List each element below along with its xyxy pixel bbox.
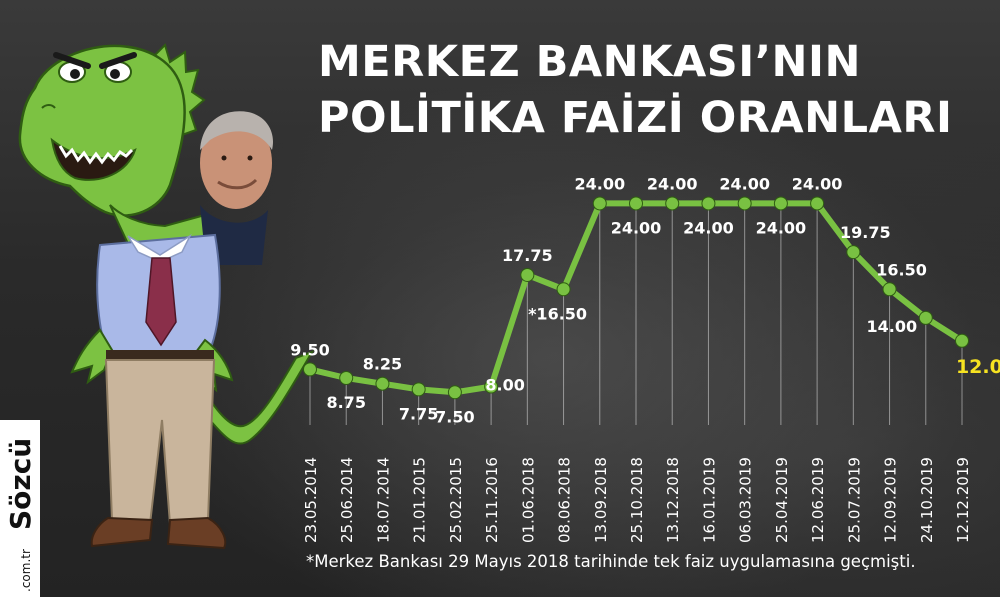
shoe-left xyxy=(90,516,154,548)
tie xyxy=(145,257,177,347)
date-guidelines xyxy=(309,203,963,425)
data-point xyxy=(339,370,354,385)
data-label: 8.75 xyxy=(326,393,365,412)
date-tick-label: 25.11.2016 xyxy=(483,457,501,543)
data-label: 8.25 xyxy=(363,355,402,374)
data-label: 7.75 xyxy=(399,404,438,423)
date-tick-label: 01.06.2018 xyxy=(519,457,537,543)
data-label: 19.75 xyxy=(840,223,891,242)
dino-teeth xyxy=(58,145,134,165)
date-tick-label: 23.05.2014 xyxy=(302,457,320,543)
data-label: 12.00 xyxy=(956,356,1000,378)
date-tick-label: 08.06.2018 xyxy=(556,457,574,543)
data-label: 24.00 xyxy=(647,174,698,193)
title-line-1: MERKEZ BANKASI’NIN xyxy=(318,37,862,87)
date-tick-label: 25.10.2018 xyxy=(628,457,646,543)
dino-tail xyxy=(183,350,315,445)
data-label: 24.00 xyxy=(792,174,843,193)
data-point xyxy=(737,196,752,211)
date-tick-label: 13.12.2018 xyxy=(664,457,682,543)
date-tick-label: 25.06.2014 xyxy=(338,457,356,543)
man-head xyxy=(200,117,272,209)
collar xyxy=(127,233,192,263)
data-point xyxy=(447,385,462,400)
shoe-right xyxy=(166,516,227,550)
date-tick-label: 25.07.2019 xyxy=(845,457,863,543)
date-tick-label: 12.09.2019 xyxy=(882,457,900,543)
date-tick-label: 24.10.2019 xyxy=(918,457,936,543)
data-label: 24.00 xyxy=(683,218,734,237)
sozcu-logo: Sözcü .com.tr xyxy=(0,420,40,597)
data-label: 17.75 xyxy=(502,246,553,265)
title-line-2: POLİTİKA FAİZİ ORANLARI xyxy=(318,93,953,143)
data-point xyxy=(592,196,607,211)
data-label: 7.50 xyxy=(435,407,474,426)
data-point xyxy=(882,282,897,297)
data-label: 8.00 xyxy=(485,376,524,395)
data-point xyxy=(846,245,861,260)
date-tick-label: 06.03.2019 xyxy=(737,457,755,543)
rate-data-labels: 9.50 8.75 8.25 7.757.50 8.00 17.75 *16.50 24.00… xyxy=(290,174,1000,426)
dino-brow-left xyxy=(53,52,91,69)
rate-data-points xyxy=(303,196,969,400)
date-tick-label: 21.01.2015 xyxy=(411,457,429,543)
data-point xyxy=(918,310,933,325)
data-point xyxy=(556,282,571,297)
date-tick-label: 13.09.2018 xyxy=(592,457,610,543)
data-point xyxy=(701,196,716,211)
data-point xyxy=(520,267,535,282)
dino-nostril xyxy=(41,104,56,109)
data-label: 24.00 xyxy=(574,174,625,193)
brand-domain: .com.tr xyxy=(19,549,33,592)
data-label: 14.00 xyxy=(866,317,917,336)
data-point xyxy=(484,379,499,394)
data-point xyxy=(955,333,969,348)
data-point xyxy=(773,196,788,211)
data-label: 9.50 xyxy=(290,340,329,359)
data-point xyxy=(665,196,680,211)
dino-arm-left xyxy=(70,328,114,385)
data-label: 24.00 xyxy=(756,218,807,237)
footnote: *Merkez Bankası 29 Mayıs 2018 tarihinde … xyxy=(306,552,916,571)
data-point xyxy=(629,196,643,211)
date-tick-label: 16.01.2019 xyxy=(700,457,718,543)
date-tick-label: 25.04.2019 xyxy=(773,457,791,543)
date-tick-label: 12.06.2019 xyxy=(809,457,827,543)
data-label: 24.00 xyxy=(719,174,770,193)
data-label: *16.50 xyxy=(528,304,587,323)
brand-name: Sözcü xyxy=(4,438,37,530)
dino-head xyxy=(18,44,186,217)
data-point xyxy=(810,196,825,211)
chart-title: MERKEZ BANKASI’NIN POLİTİKA FAİZİ ORANLA… xyxy=(318,34,978,146)
date-tick-label: 12.12.2019 xyxy=(954,457,972,543)
data-label: 24.00 xyxy=(611,218,662,237)
data-label: 16.50 xyxy=(876,260,927,279)
date-tick-labels: 23.05.2014 25.06.2014 18.07.2014 21.01.2015… xyxy=(302,457,972,543)
date-tick-label: 18.07.2014 xyxy=(374,457,392,543)
data-point xyxy=(411,382,426,397)
data-point xyxy=(303,362,317,377)
dino-brow-right xyxy=(99,52,137,69)
date-tick-label: 25.02.2015 xyxy=(447,457,465,543)
data-point xyxy=(375,376,390,391)
